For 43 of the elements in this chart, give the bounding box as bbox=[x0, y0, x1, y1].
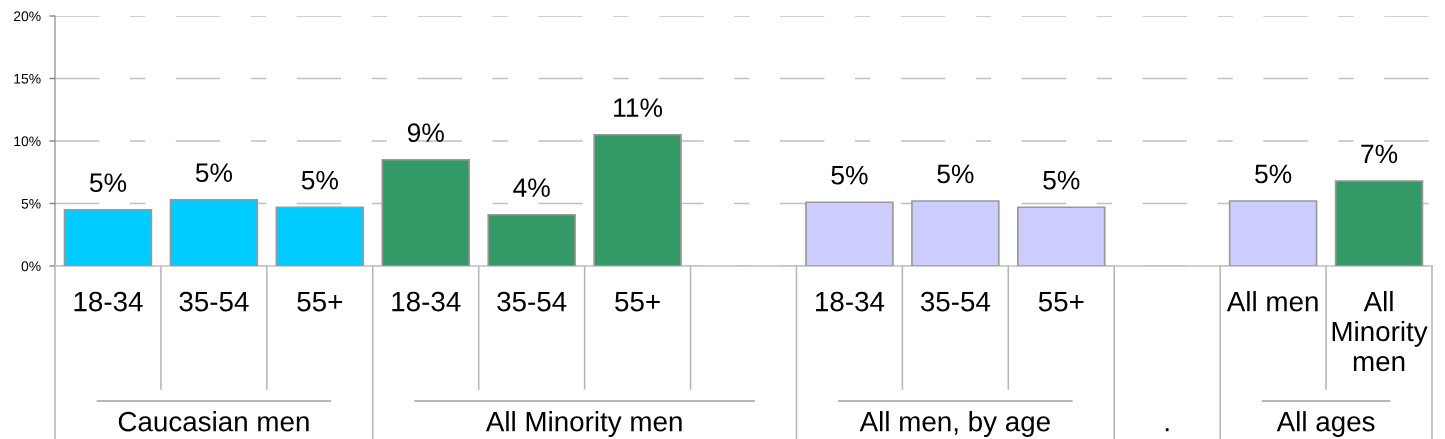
text: . bbox=[1165, 428, 1169, 432]
data-label: 5% bbox=[831, 165, 868, 185]
bar bbox=[381, 158, 470, 266]
x-tick-label: All men bbox=[1226, 291, 1318, 312]
x-tick-label: 35-54 bbox=[497, 291, 567, 312]
bar bbox=[487, 213, 576, 266]
data-label: 5% bbox=[1255, 164, 1292, 184]
x-tick-label: 55+ bbox=[1038, 292, 1084, 312]
bar bbox=[1228, 200, 1318, 266]
data-label: 5% bbox=[301, 170, 338, 190]
data-label: 5% bbox=[195, 163, 233, 183]
bar bbox=[63, 208, 153, 266]
y-tick-label: 10% bbox=[14, 136, 41, 147]
bar bbox=[911, 200, 1000, 266]
data-label: 11% bbox=[614, 98, 663, 117]
text: Caucasian men bbox=[118, 411, 309, 432]
x-tick-label: 18-34 bbox=[74, 291, 143, 312]
x-tick-label: 35-54 bbox=[920, 291, 991, 312]
data-label: 9% bbox=[407, 123, 444, 143]
y-tick-label: 5% bbox=[21, 198, 41, 209]
data-label: 7% bbox=[1361, 144, 1398, 164]
text: All men, by age bbox=[859, 411, 1050, 437]
text: All Minority men bbox=[485, 411, 682, 437]
data-label: 5% bbox=[1043, 170, 1080, 190]
bar bbox=[1334, 180, 1424, 266]
data-label: 4% bbox=[513, 178, 550, 197]
data-label: 5% bbox=[89, 173, 127, 193]
y-tick-label: 20% bbox=[14, 11, 41, 22]
y-tick-label: 15% bbox=[14, 73, 41, 84]
x-tick-label: 18-34 bbox=[392, 291, 461, 312]
x-tick-label: All Minority men bbox=[1332, 291, 1428, 372]
bar bbox=[805, 201, 894, 266]
y-tick-label: 0% bbox=[21, 261, 41, 272]
bar bbox=[593, 133, 682, 266]
data-label: 5% bbox=[937, 164, 974, 184]
bar bbox=[169, 198, 259, 266]
x-tick-label: 35-54 bbox=[179, 291, 249, 312]
x-tick-label: 55+ bbox=[615, 292, 660, 312]
bar bbox=[1017, 206, 1106, 266]
x-tick-label: 18-34 bbox=[816, 291, 885, 312]
bar bbox=[275, 206, 365, 266]
x-tick-label: 55+ bbox=[297, 292, 342, 312]
text: All ages bbox=[1276, 411, 1375, 437]
